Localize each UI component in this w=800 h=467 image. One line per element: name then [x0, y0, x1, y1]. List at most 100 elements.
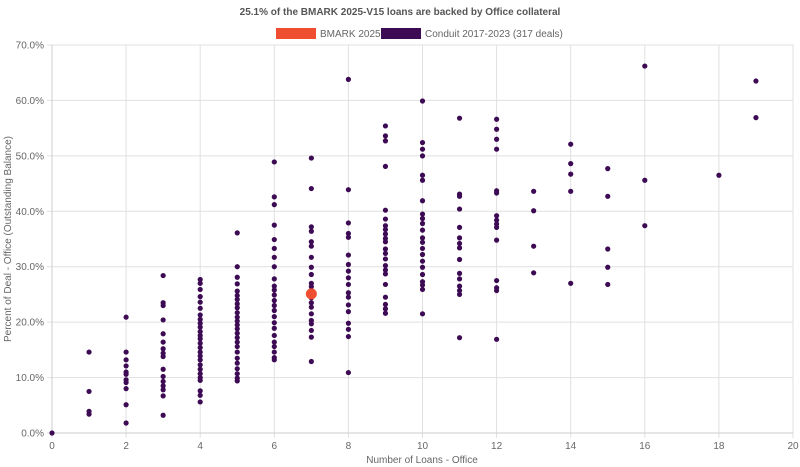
conduit-data-point[interactable] [160, 378, 166, 385]
conduit-data-point[interactable] [197, 362, 203, 368]
conduit-data-point[interactable] [271, 222, 277, 228]
conduit-data-point[interactable] [308, 228, 314, 234]
conduit-data-point[interactable] [160, 383, 166, 389]
conduit-data-point[interactable] [382, 294, 389, 300]
conduit-data-point[interactable] [382, 306, 389, 312]
conduit-data-point[interactable] [382, 256, 389, 262]
conduit-data-point[interactable] [494, 146, 500, 152]
conduit-data-point[interactable] [419, 258, 426, 264]
conduit-data-point[interactable] [605, 193, 611, 199]
conduit-data-point[interactable] [308, 254, 314, 260]
conduit-data-point[interactable] [271, 236, 277, 243]
conduit-data-point[interactable] [197, 366, 203, 372]
conduit-data-point[interactable] [419, 235, 426, 241]
conduit-data-point[interactable] [419, 215, 426, 222]
conduit-data-point[interactable] [345, 302, 351, 308]
conduit-data-point[interactable] [382, 123, 389, 129]
conduit-data-point[interactable] [197, 388, 203, 394]
conduit-data-point[interactable] [419, 172, 426, 178]
conduit-data-point[interactable] [419, 286, 426, 293]
conduit-data-point[interactable] [419, 177, 426, 183]
conduit-data-point[interactable] [123, 420, 129, 426]
conduit-data-point[interactable] [123, 371, 129, 377]
conduit-data-point[interactable] [382, 310, 389, 316]
conduit-data-point[interactable] [456, 256, 463, 263]
conduit-data-point[interactable] [86, 411, 92, 417]
conduit-data-point[interactable] [456, 224, 463, 230]
conduit-data-point[interactable] [345, 220, 351, 226]
conduit-data-point[interactable] [494, 277, 500, 284]
conduit-data-point[interactable] [160, 353, 166, 360]
conduit-data-point[interactable] [197, 286, 203, 293]
conduit-data-point[interactable] [308, 224, 314, 230]
conduit-data-point[interactable] [234, 281, 240, 287]
legend-label-bmark[interactable]: BMARK 2025-V15 [320, 29, 402, 40]
conduit-data-point[interactable] [197, 324, 203, 330]
conduit-data-point[interactable] [308, 264, 314, 270]
conduit-data-point[interactable] [271, 357, 277, 363]
conduit-data-point[interactable] [271, 287, 277, 293]
conduit-data-point[interactable] [419, 98, 426, 104]
conduit-data-point[interactable] [234, 296, 240, 303]
conduit-data-point[interactable] [419, 245, 426, 252]
conduit-data-point[interactable] [308, 271, 314, 278]
conduit-data-point[interactable] [160, 373, 166, 380]
conduit-data-point[interactable] [531, 188, 537, 194]
conduit-data-point[interactable] [382, 216, 389, 222]
conduit-data-point[interactable] [197, 349, 203, 355]
conduit-data-point[interactable] [308, 304, 314, 310]
conduit-data-point[interactable] [271, 332, 277, 339]
conduit-data-point[interactable] [234, 326, 240, 332]
conduit-data-point[interactable] [642, 223, 648, 229]
conduit-data-point[interactable] [86, 349, 92, 355]
conduit-data-point[interactable] [642, 63, 648, 69]
conduit-data-point[interactable] [234, 355, 240, 361]
conduit-data-point[interactable] [345, 320, 351, 326]
conduit-data-point[interactable] [419, 311, 426, 317]
conduit-data-point[interactable] [234, 339, 240, 345]
conduit-data-point[interactable] [271, 297, 277, 304]
conduit-data-point[interactable] [197, 399, 203, 405]
conduit-data-point[interactable] [234, 335, 240, 341]
conduit-data-point[interactable] [382, 239, 389, 245]
conduit-data-point[interactable] [345, 234, 351, 240]
conduit-data-point[interactable] [271, 302, 277, 309]
conduit-data-point[interactable] [308, 243, 314, 249]
conduit-data-point[interactable] [456, 206, 463, 212]
conduit-data-point[interactable] [605, 166, 611, 172]
conduit-data-point[interactable] [197, 312, 203, 318]
conduit-data-point[interactable] [456, 335, 463, 341]
conduit-data-point[interactable] [568, 188, 574, 194]
conduit-data-point[interactable] [197, 316, 203, 322]
conduit-data-point[interactable] [382, 250, 389, 257]
conduit-data-point[interactable] [197, 305, 203, 311]
conduit-data-point[interactable] [160, 346, 166, 352]
conduit-data-point[interactable] [419, 198, 426, 204]
conduit-data-point[interactable] [382, 133, 389, 139]
conduit-data-point[interactable] [494, 224, 500, 230]
conduit-data-point[interactable] [234, 378, 240, 384]
conduit-data-point[interactable] [308, 334, 314, 340]
conduit-data-point[interactable] [234, 343, 240, 350]
conduit-data-point[interactable] [456, 240, 463, 247]
conduit-data-point[interactable] [494, 217, 500, 223]
conduit-data-point[interactable] [382, 301, 389, 308]
conduit-data-point[interactable] [568, 141, 574, 147]
conduit-data-point[interactable] [494, 136, 500, 142]
conduit-data-point[interactable] [160, 339, 166, 345]
conduit-data-point[interactable] [419, 211, 426, 217]
conduit-data-point[interactable] [456, 193, 463, 199]
conduit-data-point[interactable] [419, 146, 426, 152]
conduit-data-point[interactable] [234, 305, 240, 311]
conduit-data-point[interactable] [197, 280, 203, 286]
legend-swatch-conduit[interactable] [381, 28, 421, 39]
conduit-data-point[interactable] [271, 159, 277, 165]
legend-swatch-bmark[interactable] [276, 28, 316, 39]
conduit-data-point[interactable] [531, 208, 537, 214]
conduit-data-point[interactable] [494, 190, 500, 196]
conduit-data-point[interactable] [419, 220, 426, 227]
conduit-data-point[interactable] [419, 264, 426, 270]
conduit-data-point[interactable] [382, 271, 389, 277]
conduit-data-point[interactable] [197, 276, 203, 283]
conduit-data-point[interactable] [382, 226, 389, 233]
